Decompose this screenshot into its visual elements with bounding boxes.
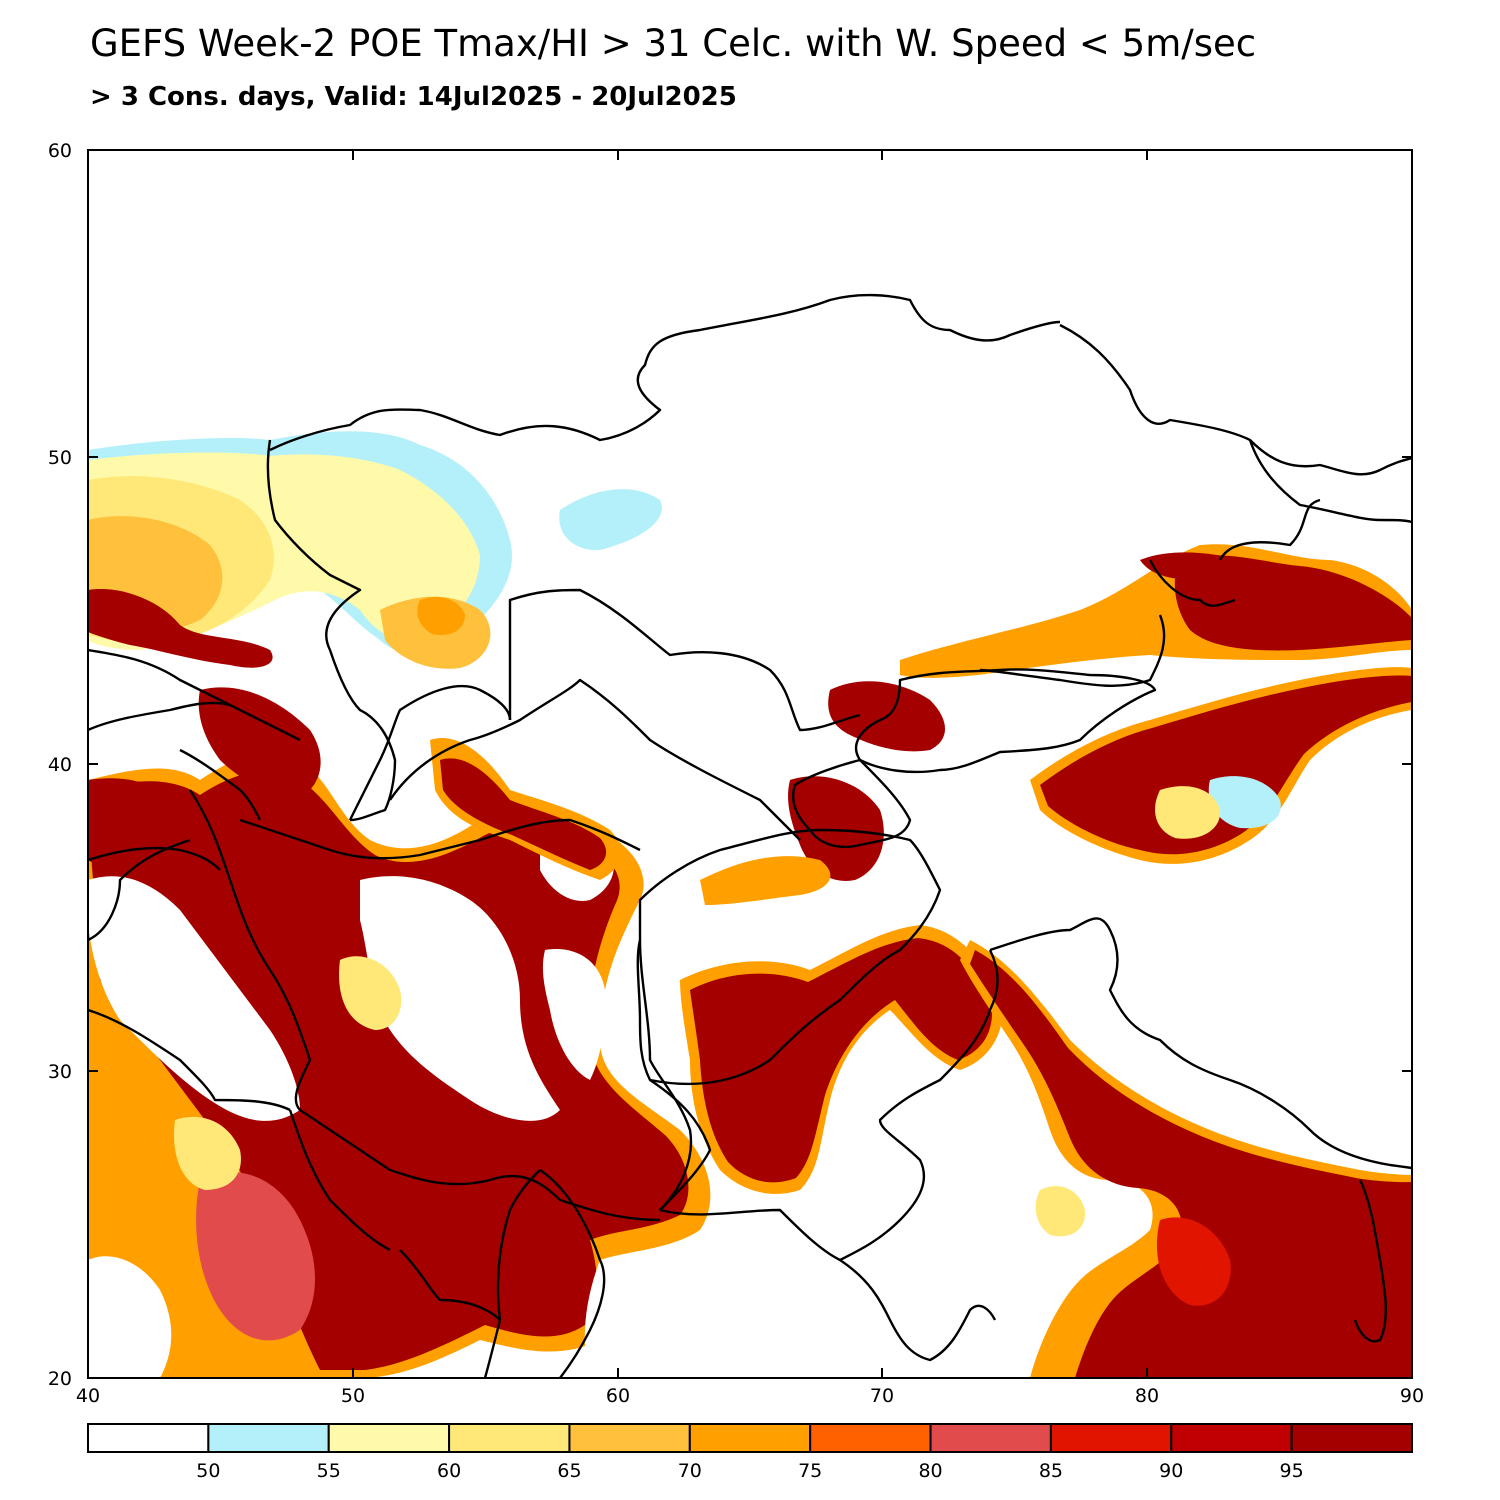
prob-region-85-india [1156,1217,1231,1306]
colorbar-label: 95 [1280,1460,1304,1482]
india-coast [839,1259,997,1362]
kazakhstan-china-border [1059,323,1412,476]
x-axis [87,150,1413,1378]
x-tick-60: 60 [606,1385,630,1407]
prob-region-65-arabia [174,1116,241,1190]
india-north-border [989,917,1412,1170]
kz-china-south-border [1148,559,1236,607]
iran-east-border [638,939,693,1211]
prob-region-75-afg-north [700,856,831,905]
kz-kyrgyz-border [979,614,1166,687]
colorbar-label: 90 [1159,1460,1183,1482]
colorbar [87,1423,1413,1453]
border-layer [88,293,1412,1378]
caspian-east-coast [348,684,512,821]
prob-region-95-dzungaria [1174,555,1412,651]
prob-region-95-caucasus [198,687,321,800]
oman-border [496,1169,541,1321]
colorbar-label: 65 [557,1460,581,1482]
colorbar-swatch [327,1423,451,1453]
probability-fill-layer [88,431,1412,1378]
prob-region-65-india [1035,1186,1086,1237]
x-tick-80: 80 [1135,1385,1159,1407]
colorbar-label: 75 [798,1460,822,1482]
prob-region-95-nw [88,589,273,668]
colorbar-swatch [207,1423,330,1453]
y-tick-40: 40 [48,754,72,776]
iran-west-border [189,789,312,1111]
x-tick-40: 40 [76,1385,100,1407]
bangladesh-border [1353,1179,1387,1343]
colorbar-label: 60 [437,1460,461,1482]
prob-region-95-mideast [88,770,689,1370]
colorbar-swatch [568,1423,691,1453]
yemen-border [483,1319,502,1378]
y-axis [88,149,1412,1379]
prob-region-65-sw-kz [417,596,465,636]
prob-region-0-arabia-south [88,1256,172,1378]
colorbar-swatch [87,1423,210,1453]
prob-region-60-ne-kz [559,489,662,551]
afghanistan-border [636,828,942,1086]
uzbekistan-border [508,588,861,732]
tajikistan-border [791,758,912,849]
y-tick-60: 60 [48,140,72,162]
prob-region-65-tarim [1155,786,1221,839]
x-tick-70: 70 [870,1385,894,1407]
map-subtitle: > 3 Cons. days, Valid: 14Jul2025 - 20Jul… [90,82,737,112]
y-tick-50: 50 [48,447,72,469]
colorbar-label: 85 [1039,1460,1063,1482]
persian-gulf-coast [288,1109,391,1252]
colorbar-label: 70 [678,1460,702,1482]
y-tick-labels: 20 30 40 50 60 [48,140,72,1390]
caucasus-border [88,648,301,742]
prob-region-95-turan [440,758,607,870]
kazakhstan-north-border [269,293,1061,452]
y-tick-20: 20 [48,1368,72,1390]
iran-south-coast [299,1109,661,1222]
prob-region-0-iran-hole [360,876,560,1121]
china-kz-west-border [1218,498,1321,561]
x-tick-50: 50 [341,1385,365,1407]
colorbar-label: 80 [918,1460,942,1482]
prob-region-95-pak [690,938,993,1183]
prob-region-85-arabia [196,1172,315,1341]
azerbaijan-border [179,748,262,821]
prob-region-65-iran-hole [339,956,402,1030]
colorbar-swatch [929,1423,1052,1453]
colorbar-swatch [688,1423,812,1453]
colorbar-swatch [1170,1423,1293,1453]
y-tick-30: 30 [48,1061,72,1083]
colorbar-swatch [809,1423,932,1453]
georgia-border [88,701,231,732]
iraq-border [88,1008,291,1112]
prob-region-95-tajik [788,776,884,881]
x-tick-labels: 40 50 60 70 80 90 [76,1385,1424,1407]
prob-region-95-tarim [1040,675,1412,855]
prob-region-95-balkhash [1140,552,1243,580]
prob-region-0-arabia [88,876,300,1121]
prob-region-0-oman [584,1255,735,1378]
colorbar-swatch [1290,1423,1413,1453]
turkey-border [88,846,221,871]
colorbar-label: 50 [196,1460,220,1482]
colorbar-labels: 50 55 60 65 70 75 80 85 90 95 [196,1460,1303,1482]
prob-region-55-tarim [1208,776,1281,829]
iran-north-border [239,818,641,860]
colorbar-swatch [1049,1423,1173,1453]
saudi-uae-border [399,1249,501,1321]
colorbar-swatch [448,1423,571,1453]
pakistan-border [649,949,999,1262]
caspian-west-coast [266,439,397,822]
prob-region-95-india [970,950,1412,1378]
prob-region-0-iran-central [542,949,606,1080]
kyrgyz-border [854,668,1157,774]
turkmenistan-border [389,678,801,841]
mongolia-border [1248,439,1412,524]
oman-coast [539,1169,606,1378]
x-tick-90: 90 [1400,1385,1424,1407]
colorbar-label: 55 [317,1460,341,1482]
map-title: GEFS Week-2 POE Tmax/HI > 31 Celc. with … [90,22,1257,65]
